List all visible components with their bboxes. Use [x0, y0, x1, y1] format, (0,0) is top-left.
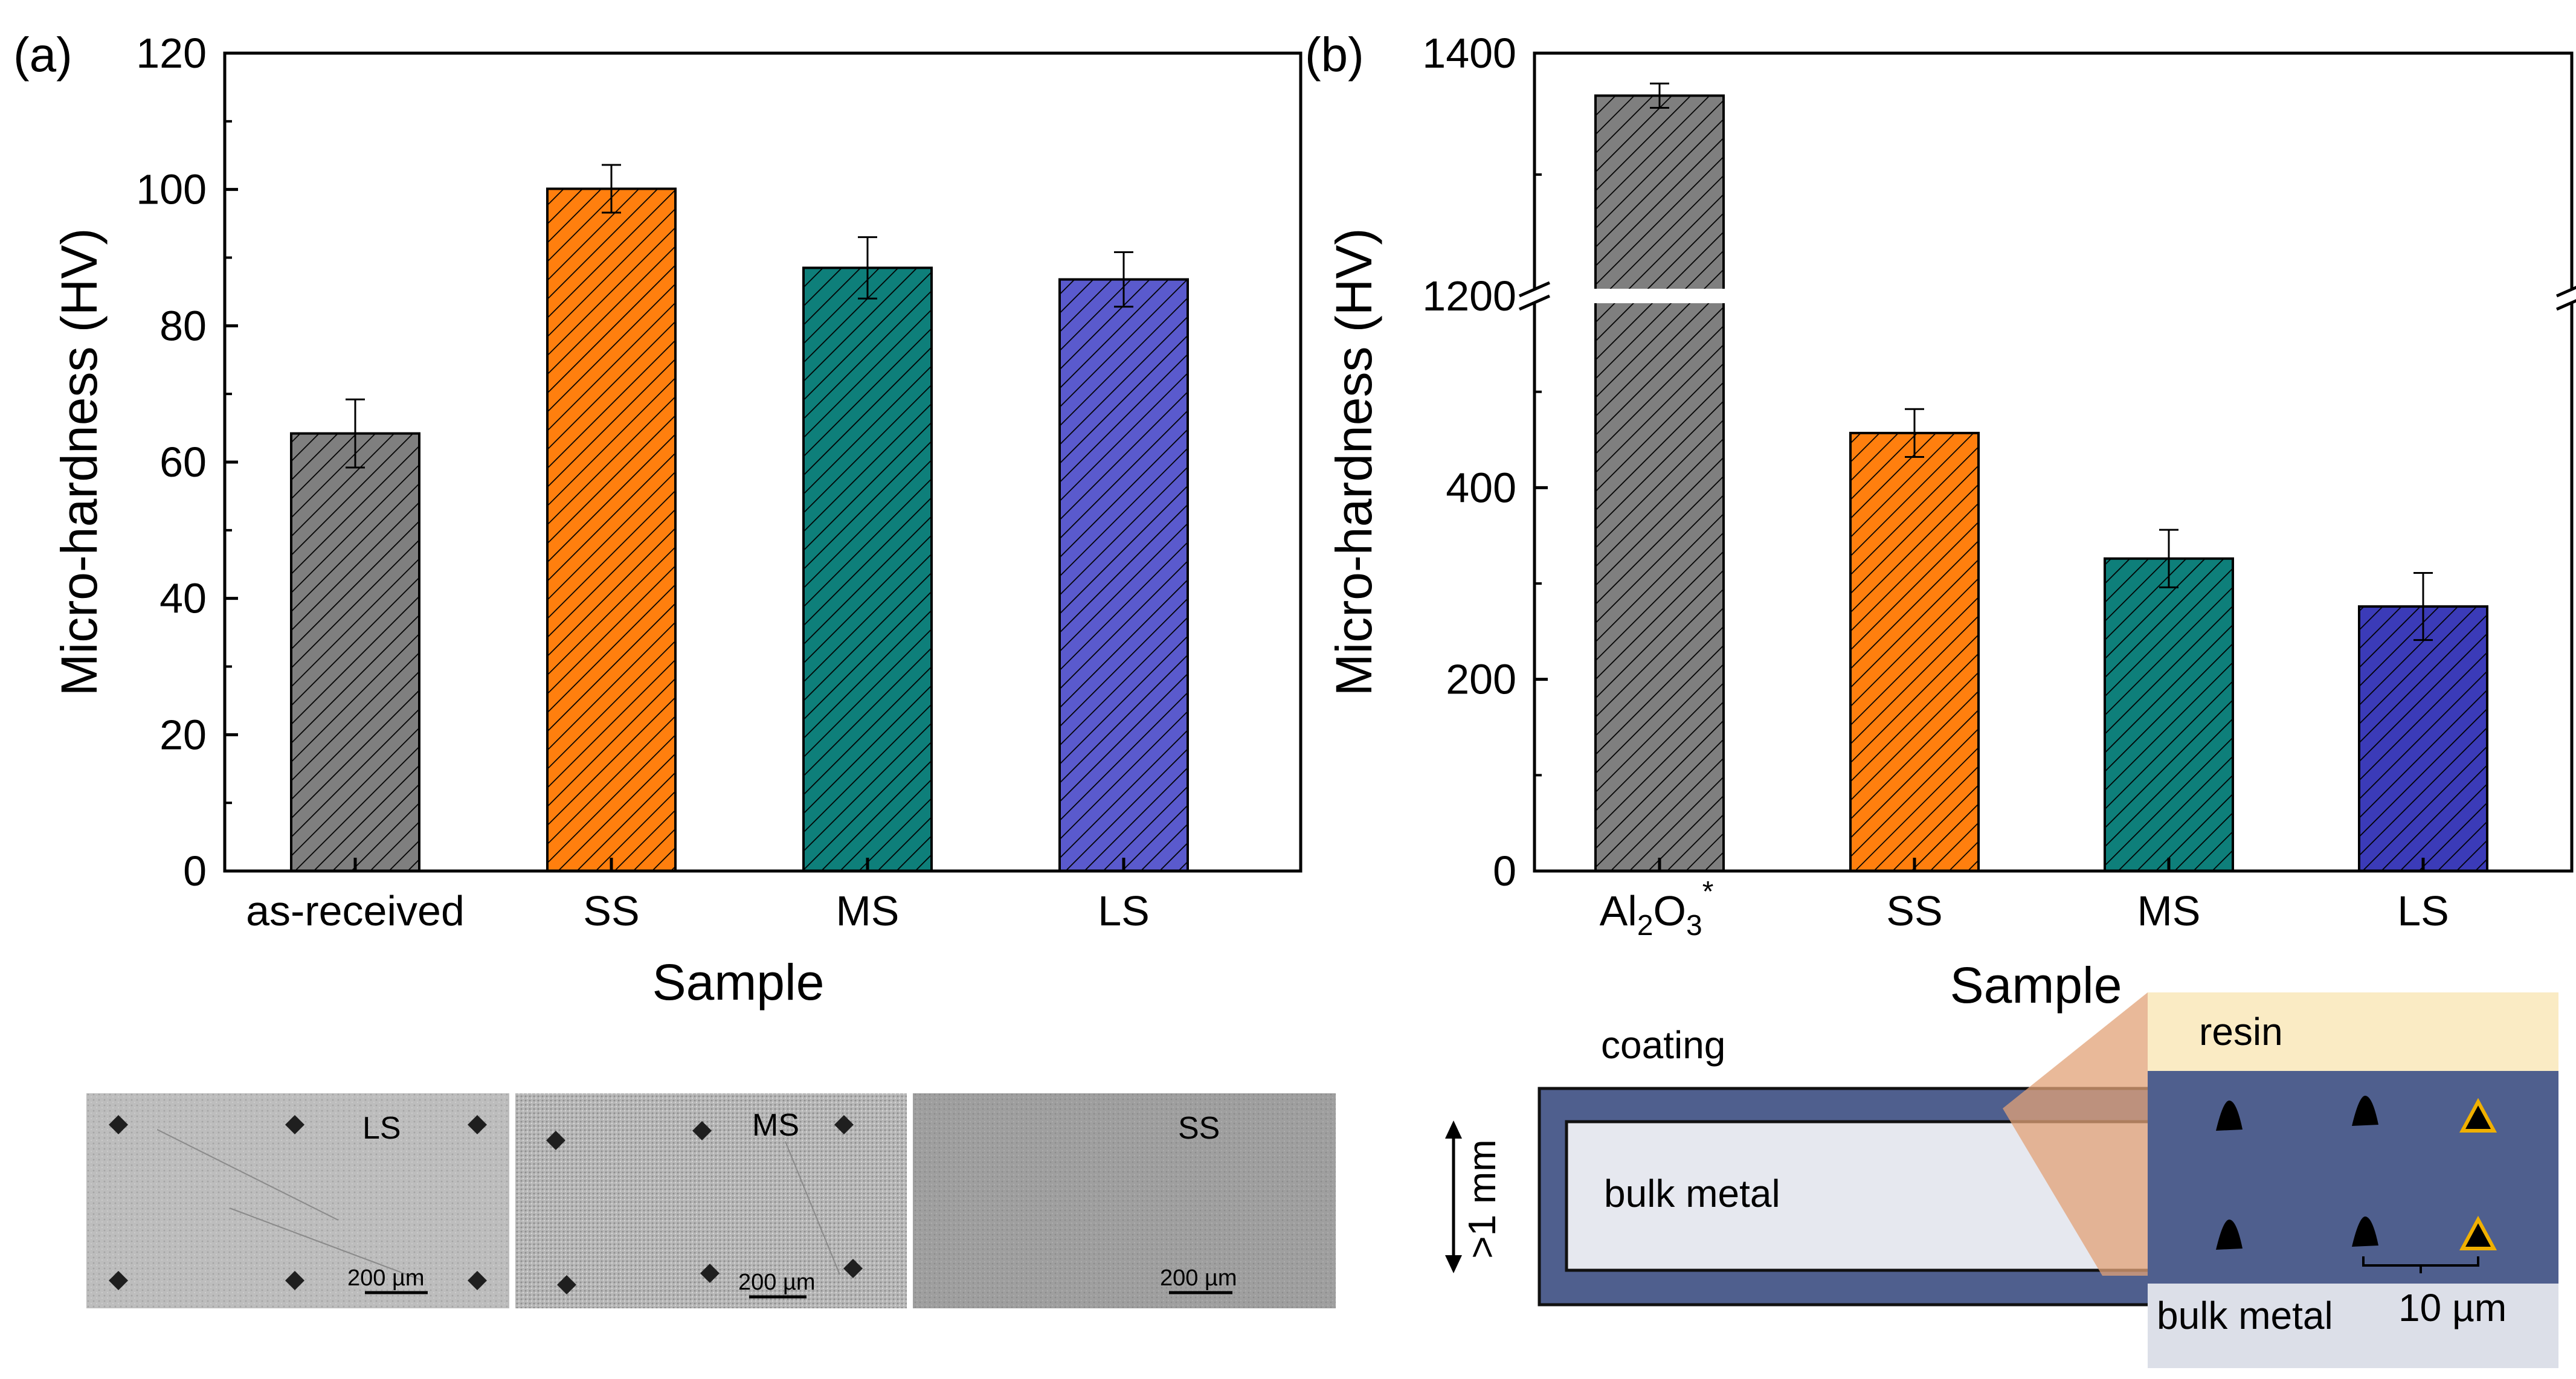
- micrograph-ms-scale: 200 µm: [738, 1270, 816, 1295]
- zoom-indent-highlight: [2459, 1098, 2497, 1133]
- a-ytick-label: 80: [159, 302, 207, 349]
- zoom-cone: [2003, 992, 2148, 1276]
- indent-mark: [843, 1259, 863, 1278]
- b-xtick-label-MS: MS: [2137, 887, 2201, 934]
- micrograph-ms-label: MS: [752, 1108, 799, 1143]
- panel-b-ticks: 0 200 400 1200 1400 Al2O3* SS MS LS: [1422, 30, 2449, 942]
- micrograph-ls-label: LS: [362, 1111, 401, 1146]
- spacing-label: 10 µm: [2398, 1286, 2507, 1329]
- b-bar-SS: [1849, 431, 1980, 872]
- b-xtick-label-LS: LS: [2397, 887, 2449, 934]
- a-bar-as-received: [290, 432, 420, 872]
- panel-a-ticks: 0 20 40 60 80 100 120 as-received SS MS LS: [136, 30, 1150, 934]
- axis-break-gap: [1519, 289, 2576, 303]
- thickness-label: >1 mm: [1460, 1139, 1504, 1258]
- b-ytick-label: 0: [1493, 847, 1516, 895]
- indent-mark: [468, 1115, 487, 1134]
- b-bar-MS: [2104, 557, 2234, 872]
- spacing-bracket: [2362, 1256, 2479, 1273]
- indent-mark: [285, 1115, 304, 1134]
- a-ytick-label: 40: [159, 575, 207, 622]
- b-ytick-label: 1400: [1422, 30, 1516, 77]
- axis-break-mark-right-2: [2555, 299, 2576, 311]
- a-bar-LS: [1058, 278, 1189, 872]
- panel-a-ylabel: Micro-hardness (HV): [51, 228, 108, 696]
- zoom-indent: [2352, 1096, 2378, 1126]
- panel-b-frame: [1533, 51, 2574, 873]
- a-ytick-label: 20: [159, 711, 207, 758]
- b-bar-Al2O3*: [1594, 94, 1725, 873]
- a-xtick-label-MS: MS: [836, 887, 900, 934]
- thickness-arrow-head-top: [1445, 1120, 1462, 1139]
- a-bar-MS: [802, 266, 933, 872]
- indent-mark: [546, 1131, 565, 1150]
- a-ytick-label: 60: [159, 439, 207, 486]
- coating-label: coating: [1601, 1023, 1725, 1067]
- a-ytick-label: 0: [183, 847, 207, 895]
- zoom-coating: [2148, 1071, 2558, 1284]
- panel-b-bars: [1594, 82, 2488, 873]
- zoom-bulk: [2148, 1284, 2558, 1368]
- axis-break-mark-right-1: [2555, 286, 2576, 298]
- resin-label: resin: [2199, 1010, 2283, 1053]
- indent-mark: [109, 1115, 128, 1134]
- indent-mark: [468, 1271, 487, 1290]
- b-bar-LS: [2358, 605, 2488, 873]
- indent-marks: [109, 1115, 863, 1294]
- panel-a-chart: (a) 0 20 40 60 80 100 120 as-received SS MS LS Mic…: [13, 28, 1302, 1011]
- zoom-indents: [2216, 1096, 2497, 1250]
- indent-mark: [285, 1271, 304, 1290]
- zoom-indent: [2352, 1217, 2378, 1247]
- zoom-indent: [2216, 1220, 2243, 1250]
- panel-b-ylabel: Micro-hardness (HV): [1325, 228, 1382, 696]
- indent-mark: [834, 1115, 854, 1134]
- bulk-metal-label: bulk metal: [1604, 1172, 1780, 1215]
- micrograph-ss: [913, 1093, 1336, 1308]
- a-ytick-label: 100: [136, 166, 207, 213]
- zoom-resin: [2148, 992, 2558, 1071]
- indent-mark: [700, 1264, 720, 1283]
- panel-a-frame: [223, 51, 1302, 873]
- indent-mark: [557, 1275, 576, 1294]
- a-xtick-label-SS: SS: [583, 887, 639, 934]
- panel-b-label: (b): [1305, 28, 1364, 82]
- indent-mark: [109, 1271, 128, 1290]
- axis-break-mark-left-1: [1518, 281, 1551, 298]
- indent-mark: [692, 1121, 712, 1140]
- micrograph-ss-label: SS: [1178, 1111, 1220, 1146]
- axis-break-mark-left-2: [1518, 294, 1551, 311]
- coating-schematic: coating bulk metal >1 mm resin bulk meta…: [1445, 992, 2558, 1368]
- scratch-line: [229, 1207, 423, 1281]
- a-xtick-label-as-received: as-received: [246, 887, 465, 934]
- micrograph-ss-scale: 200 µm: [1160, 1265, 1237, 1291]
- b-xtick-label-al2o3: Al2O3*: [1600, 876, 1714, 942]
- zoom-bulk-label: bulk metal: [2157, 1294, 2333, 1337]
- a-bar-SS: [546, 187, 677, 872]
- b-xtick-label-SS: SS: [1886, 887, 1942, 934]
- a-ytick-label: 120: [136, 30, 207, 77]
- micrograph-ls-scale: 200 µm: [347, 1265, 425, 1291]
- panel-a-xlabel: Sample: [652, 954, 825, 1011]
- b-ytick-label: 400: [1446, 464, 1516, 511]
- b-ytick-label: 1200: [1422, 272, 1516, 320]
- panel-b-xlabel: Sample: [1950, 957, 2122, 1014]
- thickness-arrow-head-bottom: [1445, 1255, 1462, 1273]
- a-xtick-label-LS: LS: [1098, 887, 1150, 934]
- panel-b-chart: (b) 0 200 400 1200 1400 Al2O3* SS MS LS Micro-ha…: [1305, 28, 2576, 1014]
- scratch-line: [785, 1141, 840, 1275]
- zoom-indent: [2216, 1101, 2243, 1131]
- micrograph-strip: LS MS SS 200 µm 200 µm 200 µm: [86, 1093, 1336, 1308]
- zoom-indent-highlight: [2459, 1215, 2497, 1250]
- panel-a-label: (a): [13, 28, 72, 82]
- panel-a-bars: [290, 164, 1189, 872]
- b-ytick-label: 200: [1446, 656, 1516, 703]
- scratch-line: [156, 1129, 339, 1221]
